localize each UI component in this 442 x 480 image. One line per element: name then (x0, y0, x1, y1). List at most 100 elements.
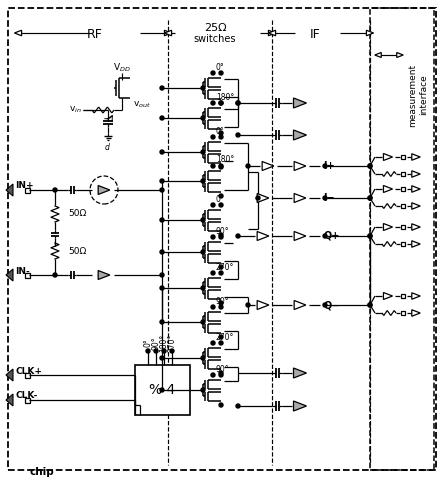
Circle shape (368, 234, 372, 238)
Circle shape (219, 235, 223, 239)
Circle shape (219, 135, 223, 139)
Circle shape (201, 218, 205, 222)
Text: switches: switches (194, 34, 236, 44)
Circle shape (146, 349, 150, 353)
Polygon shape (6, 394, 13, 406)
Polygon shape (397, 52, 403, 58)
Circle shape (219, 203, 223, 207)
Polygon shape (412, 310, 420, 316)
Circle shape (219, 265, 223, 269)
Bar (401, 225, 405, 229)
Circle shape (201, 356, 205, 360)
Polygon shape (268, 30, 275, 36)
Text: V$_{DD}$: V$_{DD}$ (113, 62, 131, 74)
Bar (401, 204, 405, 208)
Circle shape (368, 303, 372, 307)
Polygon shape (98, 271, 110, 279)
Text: 0°: 0° (216, 62, 225, 72)
Circle shape (368, 164, 372, 168)
Text: CLK-: CLK- (15, 392, 38, 400)
Circle shape (246, 164, 250, 168)
Circle shape (219, 165, 223, 169)
Bar (401, 187, 405, 191)
Circle shape (219, 71, 223, 75)
Bar (24, 273, 30, 277)
Circle shape (160, 286, 164, 290)
Circle shape (219, 341, 223, 345)
Text: 0°: 0° (216, 127, 225, 135)
Polygon shape (412, 203, 420, 209)
Circle shape (368, 196, 372, 200)
Circle shape (160, 188, 164, 192)
Bar (24, 188, 30, 192)
Circle shape (236, 101, 240, 105)
Text: IF: IF (310, 28, 320, 41)
Circle shape (219, 373, 223, 377)
Circle shape (368, 234, 372, 238)
Circle shape (219, 101, 223, 105)
Text: 0°: 0° (144, 338, 152, 348)
Text: Q−: Q− (323, 300, 339, 310)
Circle shape (368, 164, 372, 168)
Text: 270°: 270° (216, 333, 234, 341)
Bar (370, 8, 434, 470)
Circle shape (219, 301, 223, 305)
Text: 90°: 90° (152, 336, 160, 350)
Bar (401, 172, 405, 176)
Circle shape (160, 250, 164, 254)
Circle shape (160, 273, 164, 277)
Polygon shape (294, 300, 306, 310)
Polygon shape (6, 184, 13, 196)
Circle shape (160, 218, 164, 222)
Polygon shape (366, 30, 373, 36)
Circle shape (219, 233, 223, 237)
Polygon shape (412, 224, 420, 230)
Circle shape (219, 164, 223, 168)
Text: % 4: % 4 (149, 383, 175, 397)
Text: d: d (105, 144, 110, 153)
Circle shape (219, 371, 223, 375)
Circle shape (256, 196, 260, 200)
Circle shape (368, 303, 372, 307)
Bar (135, 365, 190, 415)
Circle shape (160, 86, 164, 90)
Circle shape (211, 341, 215, 345)
Bar (401, 311, 405, 315)
Circle shape (219, 131, 223, 135)
Circle shape (246, 303, 250, 307)
Text: IN-: IN- (15, 266, 30, 276)
Text: 50Ω: 50Ω (68, 247, 86, 255)
Text: Q+: Q+ (323, 231, 339, 241)
Polygon shape (384, 292, 392, 300)
Circle shape (323, 303, 327, 307)
Polygon shape (384, 224, 392, 230)
Circle shape (154, 349, 158, 353)
Polygon shape (257, 300, 269, 310)
Text: 180°: 180° (216, 156, 234, 165)
Polygon shape (412, 154, 420, 160)
Circle shape (201, 179, 205, 183)
Polygon shape (293, 401, 306, 411)
Polygon shape (6, 269, 13, 281)
Circle shape (201, 116, 205, 120)
Polygon shape (412, 186, 420, 192)
Circle shape (53, 273, 57, 277)
Circle shape (201, 150, 205, 154)
Circle shape (160, 388, 164, 392)
Text: v$_{out}$: v$_{out}$ (133, 100, 151, 110)
Polygon shape (294, 193, 306, 203)
Circle shape (201, 320, 205, 324)
Circle shape (162, 349, 166, 353)
Polygon shape (294, 161, 306, 170)
Circle shape (323, 164, 327, 168)
Text: 180°: 180° (160, 334, 168, 352)
Polygon shape (294, 231, 306, 240)
Circle shape (160, 179, 164, 183)
Circle shape (211, 373, 215, 377)
Bar (24, 372, 30, 377)
Polygon shape (384, 185, 392, 192)
Circle shape (201, 86, 205, 90)
Text: 50Ω: 50Ω (68, 209, 86, 218)
Circle shape (368, 196, 372, 200)
Text: 90°: 90° (216, 227, 230, 236)
